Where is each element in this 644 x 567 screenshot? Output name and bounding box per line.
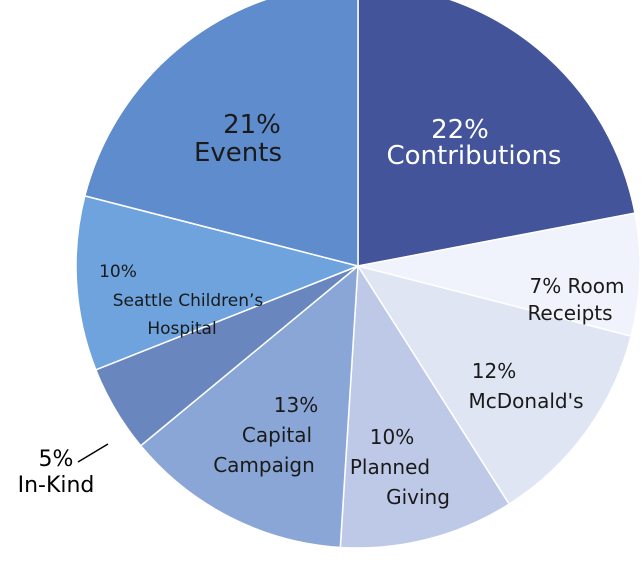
pie-slice-room-receipts	[357, 212, 641, 338]
slice-label-seattle-line1: Seattle Children’s	[113, 291, 264, 311]
pie-slices	[75, 0, 641, 549]
slice-label-capital-pct: 13%	[274, 393, 318, 417]
slice-label-room-name: Receipts	[527, 301, 612, 325]
slice-label-planned-pct: 10%	[370, 425, 414, 449]
pie-slice-contributions	[357, 0, 636, 267]
slice-label-contributions-pct: 22%	[431, 115, 489, 145]
slice-label-capital-line1: Capital	[242, 423, 312, 447]
slice-label-planned-line1: Planned	[350, 455, 430, 479]
slice-label-planned-line2: Giving	[386, 485, 450, 509]
slice-label-capital-line2: Campaign	[213, 453, 315, 477]
slice-label-mcdonalds-pct: 12%	[472, 359, 516, 383]
slice-label-seattle-pct: 10%	[99, 262, 137, 282]
slice-label-seattle-line2: Hospital	[147, 319, 216, 339]
slice-label-contributions-name: Contributions	[387, 141, 562, 171]
slice-label-inkind-name: In-Kind	[18, 473, 95, 498]
slice-label-inkind-pct: 5%	[39, 447, 74, 472]
slice-label-room-pct: 7% Room	[529, 274, 624, 298]
pie-slice-events	[83, 0, 359, 267]
pie-slice-mcdonald-s	[356, 264, 633, 506]
pie-slice-capital-campaign	[139, 264, 359, 549]
slice-label-events-pct: 21%	[223, 110, 281, 140]
slice-label-events-name: Events	[194, 138, 282, 168]
pie-slice-seattle-children-s-hospital	[75, 194, 361, 371]
pie-slice-planned-giving	[339, 263, 511, 549]
slice-label-mcdonalds-name: McDonald's	[469, 389, 584, 413]
in-kind-leader-line	[77, 443, 109, 463]
